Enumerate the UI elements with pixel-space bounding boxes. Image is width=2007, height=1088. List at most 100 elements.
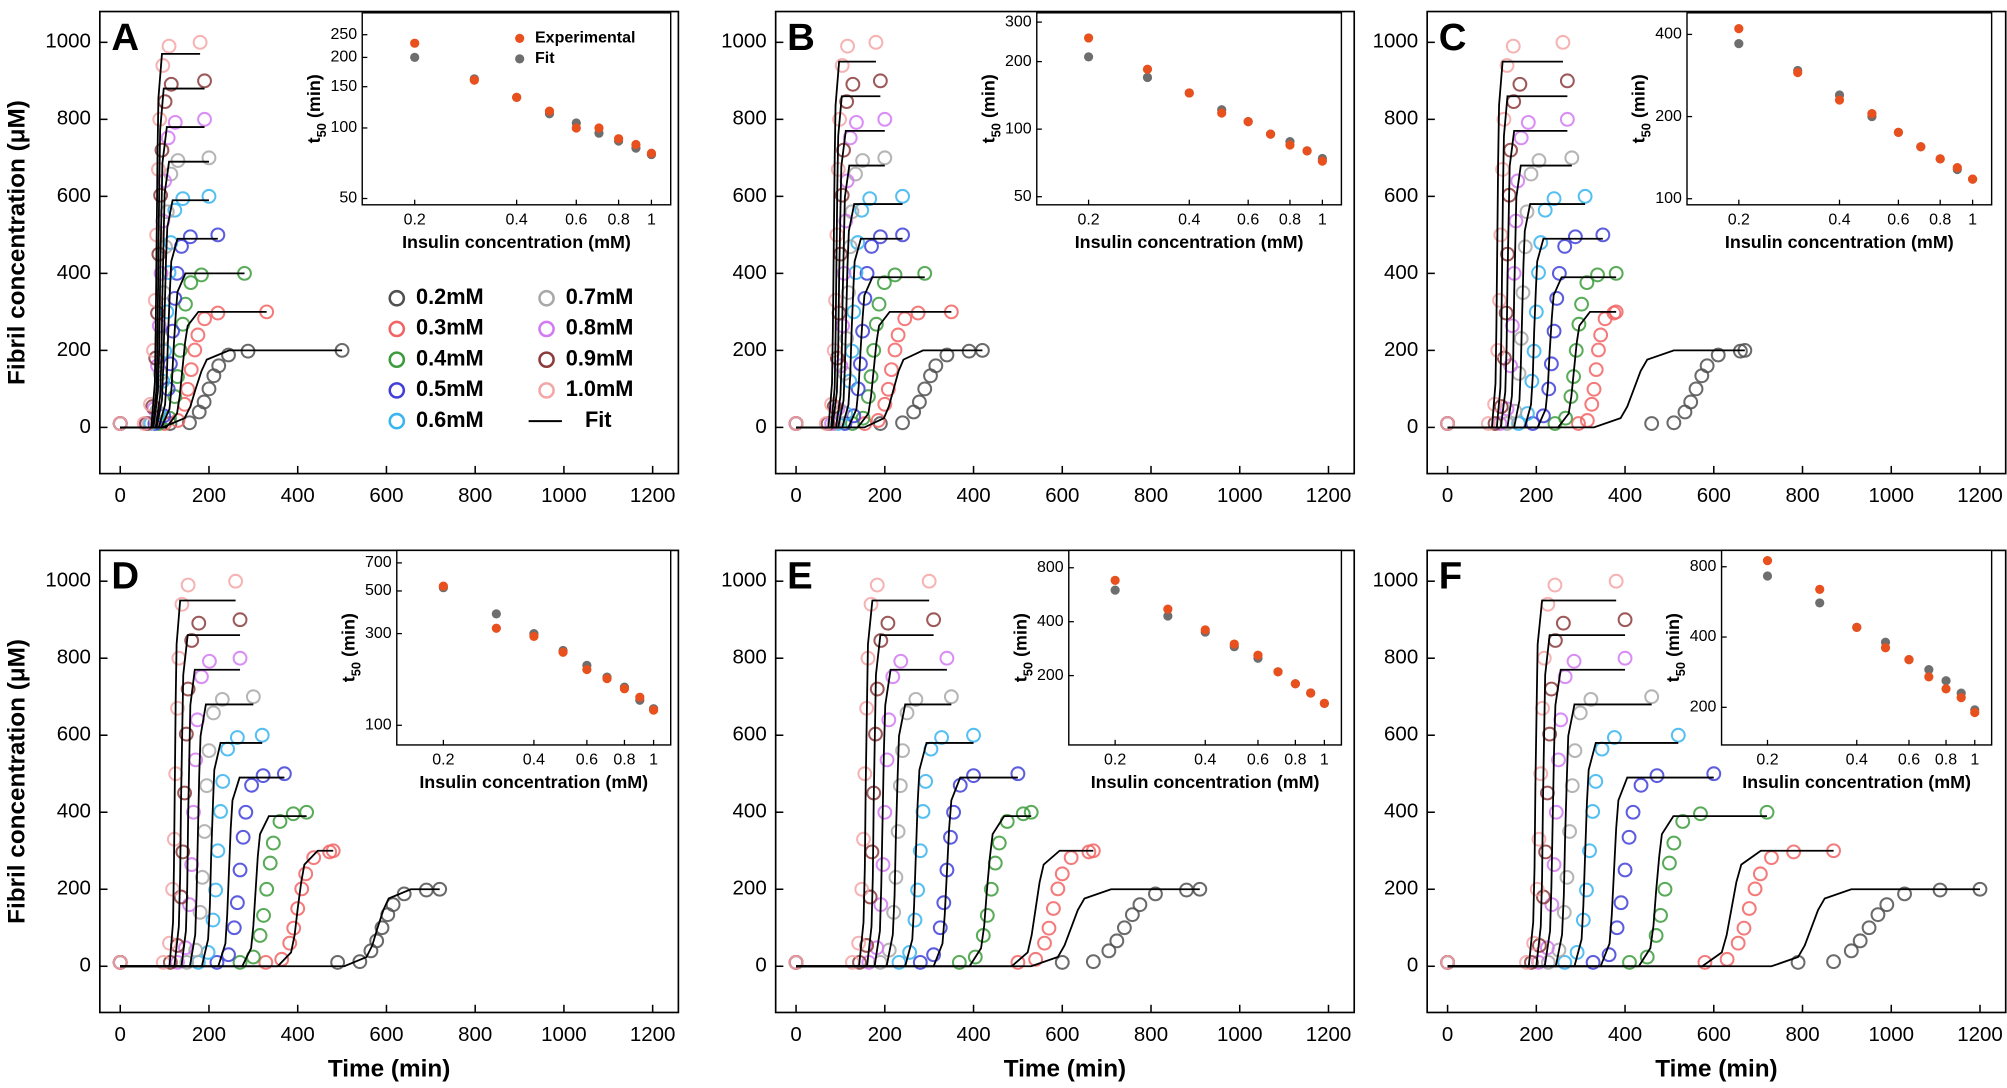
fit-line	[796, 237, 903, 429]
inset-y-tick-label: 400	[1655, 26, 1682, 43]
inset-y-tick-label: 50	[1014, 188, 1032, 205]
data-point	[1657, 881, 1673, 897]
plot-frame	[1426, 549, 2007, 1014]
inset-y-axis-label-part: t	[304, 137, 324, 143]
data-point	[1440, 954, 1456, 970]
data-point	[1879, 897, 1895, 913]
y-tick-label: 0	[1407, 954, 1418, 977]
data-point	[1567, 743, 1583, 759]
x-tick-label: 1000	[1217, 484, 1263, 507]
data-point	[926, 612, 942, 628]
legend-label: 0.2mM	[416, 284, 484, 309]
inset-point	[648, 705, 659, 715]
data-point	[1574, 296, 1589, 312]
data-point	[161, 38, 177, 54]
y-tick-label: 0	[755, 415, 766, 438]
inset-y-tick-label: 200	[330, 49, 357, 66]
data-point	[881, 712, 897, 728]
data-point	[1730, 935, 1746, 951]
y-tick-label: 800	[1384, 107, 1418, 130]
inset-legend-marker	[515, 54, 525, 64]
data-point	[1649, 768, 1665, 784]
inset-y-axis-label-part: 50	[314, 123, 329, 137]
y-tick-label: 600	[1384, 184, 1418, 207]
inset-point	[1110, 585, 1120, 595]
inset-frame	[396, 549, 672, 746]
inset-x-axis-label: Insulin concentration (mM)	[1742, 772, 1971, 792]
data-point	[895, 227, 910, 243]
fit-line	[1447, 742, 1679, 968]
data-point	[221, 347, 236, 363]
inset-point	[1200, 625, 1210, 635]
legend-marker	[388, 412, 406, 430]
inset-y-axis-label-part: 50	[348, 662, 363, 676]
data-point	[907, 912, 923, 928]
data-point	[1617, 612, 1633, 628]
fit-line	[796, 849, 1094, 968]
fit-line	[120, 776, 285, 968]
inset-y-axis-label: t50 (min)	[1010, 613, 1035, 682]
data-point	[202, 653, 217, 669]
data-point	[1617, 862, 1633, 878]
inset-point	[619, 684, 630, 694]
data-point	[252, 928, 268, 943]
inset-x-tick-label: 0.4	[1194, 752, 1216, 769]
inset-y-tick-label: 700	[365, 554, 392, 571]
inset-y-axis-label: t50 (min)	[978, 74, 1003, 143]
data-point	[1585, 804, 1601, 819]
data-point	[183, 275, 199, 291]
inset-point	[594, 123, 604, 133]
x-axis-label: Time (min)	[328, 1055, 450, 1082]
inset-point	[1941, 684, 1951, 694]
panel-label: A	[111, 16, 139, 59]
data-point	[1861, 920, 1877, 936]
data-point	[259, 881, 275, 897]
inset-point	[1916, 142, 1926, 152]
data-point	[170, 153, 186, 168]
data-point	[226, 920, 242, 936]
x-tick-label: 1200	[1306, 484, 1352, 507]
data-point	[299, 804, 315, 820]
data-point	[183, 362, 199, 378]
data-point	[256, 908, 271, 923]
data-point	[911, 394, 927, 410]
fit-line	[796, 815, 1032, 968]
data-point	[1109, 933, 1125, 949]
inset-y-axis-label-part: t	[1628, 137, 1648, 143]
legend-marker	[538, 289, 555, 307]
inset-x-tick-label: 1	[1320, 752, 1329, 769]
data-point	[857, 766, 873, 782]
inset-frame	[1068, 549, 1343, 746]
data-point	[908, 691, 924, 707]
inset-y-tick-label: 250	[330, 26, 357, 43]
y-axis-label: Fibril concentration (μM)	[3, 639, 30, 924]
legend-label: 0.5mM	[416, 376, 484, 401]
inset-x-axis-label: Insulin concentration (mM)	[419, 772, 648, 792]
data-point	[864, 238, 879, 254]
data-point	[943, 689, 959, 705]
data-point	[1531, 831, 1547, 847]
data-point	[892, 778, 908, 794]
legend-label: 0.7mM	[566, 284, 634, 309]
data-point	[174, 596, 190, 612]
data-point	[190, 327, 206, 343]
x-tick-label: 200	[192, 484, 226, 507]
data-point	[966, 727, 981, 743]
inset-y-tick-label: 100	[1005, 120, 1032, 137]
inset-y-tick-label: 800	[1690, 558, 1717, 575]
data-point	[1028, 951, 1044, 967]
data-point	[854, 881, 870, 897]
inset-point	[1110, 575, 1120, 586]
data-point	[934, 730, 950, 745]
inset-point	[1734, 24, 1744, 34]
data-point	[258, 954, 274, 970]
y-tick-label: 1000	[721, 30, 767, 53]
data-point	[979, 908, 995, 923]
inset-x-tick-label: 0.6	[1898, 752, 1920, 769]
inset-point	[1904, 655, 1914, 665]
inset-point	[1184, 88, 1194, 98]
y-tick-label: 0	[755, 954, 766, 977]
data-point	[1584, 396, 1600, 412]
y-tick-label: 0	[79, 954, 90, 977]
y-tick-label: 800	[1384, 646, 1418, 669]
